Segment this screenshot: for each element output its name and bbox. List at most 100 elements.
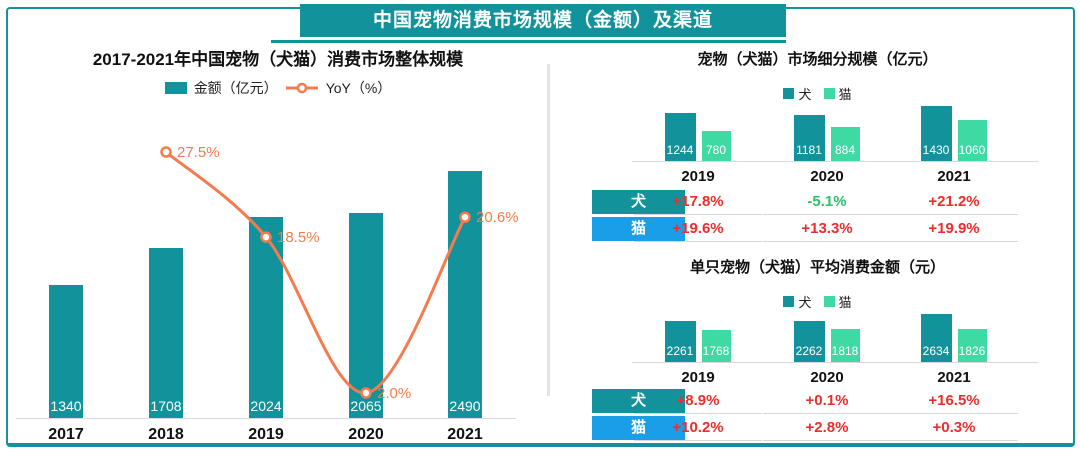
cat-bar-value: 780 — [705, 143, 727, 157]
dog-legend-swatch-icon — [783, 88, 795, 99]
average-chart-title: 单只宠物（犬猫）平均消费金额（元） — [689, 259, 945, 276]
dog-bar-value: 1244 — [666, 143, 694, 157]
table-row-header: 猫 — [592, 416, 685, 440]
cat-legend-label: 猫 — [838, 295, 852, 310]
segment-chart-panel: 宠物（犬猫）市场细分规模（亿元） 犬 猫 1244 780 2019 1181 884 2… — [560, 40, 1075, 245]
dog-bar-value: 2261 — [666, 344, 694, 358]
year-label: 2019 — [681, 168, 715, 185]
growth-cell: +0.1% — [805, 392, 849, 409]
year-label: 2020 — [810, 369, 844, 386]
growth-cell: +17.8% — [672, 193, 724, 210]
row-rule — [634, 413, 762, 414]
cat-bar: 1826 — [957, 329, 987, 362]
growth-cell: +2.8% — [805, 419, 849, 436]
growth-cell: +0.3% — [932, 419, 976, 436]
dog-bar: 2262 — [793, 321, 825, 362]
cat-bar: 884 — [830, 127, 860, 161]
dog-bar-value: 1430 — [922, 143, 950, 157]
overall-bar: 1340 — [49, 285, 83, 418]
table-row-header: 犬 — [592, 190, 685, 214]
overall-bar-value: 2490 — [449, 398, 481, 414]
row-rule — [634, 241, 762, 242]
overall-year-label: 2018 — [148, 426, 184, 443]
cat-bar-value: 1060 — [958, 143, 986, 157]
growth-cell: +19.9% — [928, 220, 980, 237]
overall-bar: 2065 — [349, 213, 383, 418]
segment-chart-legend: 犬 猫 — [560, 84, 1075, 103]
banner-underline — [271, 40, 786, 43]
cat-bar: 1818 — [830, 329, 860, 362]
yoy-point-label: 18.5% — [277, 229, 320, 246]
row-rule — [890, 440, 1018, 441]
amount-legend-label: 金额（亿元） — [193, 80, 278, 96]
dog-bar: 1181 — [793, 115, 825, 161]
amount-legend-swatch-icon — [164, 82, 187, 94]
dog-legend-label: 犬 — [798, 295, 812, 310]
cat-legend-swatch-icon — [823, 88, 835, 99]
overall-bar-value: 1340 — [50, 398, 82, 414]
growth-cell: -5.1% — [807, 193, 847, 210]
cat-bar: 1768 — [701, 330, 731, 362]
row-rule — [890, 241, 1018, 242]
growth-cell: +19.6% — [672, 220, 724, 237]
dog-bar: 1430 — [920, 106, 952, 161]
overall-bar-value: 2065 — [350, 398, 382, 414]
dog-bar: 2634 — [920, 314, 952, 362]
x-axis-line — [632, 161, 1038, 162]
yoy-legend-label: YoY（%） — [325, 80, 392, 96]
average-chart-panel: 单只宠物（犬猫）平均消费金额（元） 犬 猫 2261 1768 2019 2262 18… — [560, 248, 1075, 445]
row-rule — [890, 413, 1018, 414]
year-label: 2020 — [810, 168, 844, 185]
year-label: 2021 — [937, 168, 971, 185]
cat-legend-label: 猫 — [838, 87, 852, 102]
dog-legend-label: 犬 — [798, 87, 812, 102]
row-rule — [763, 241, 891, 242]
cat-bar-value: 1826 — [958, 344, 986, 358]
growth-cell: +16.5% — [928, 392, 980, 409]
table-row-header: 犬 — [592, 389, 685, 413]
dog-bar: 1244 — [664, 113, 696, 161]
dog-bar-value: 2262 — [795, 344, 823, 358]
cat-bar-value: 884 — [834, 143, 856, 157]
panel-divider — [547, 64, 550, 396]
table-row-header: 猫 — [592, 217, 685, 241]
overall-year-label: 2021 — [447, 426, 483, 443]
overall-x-axis — [16, 418, 516, 419]
cat-bar-value: 1768 — [702, 344, 730, 358]
overall-year-label: 2019 — [248, 426, 284, 443]
row-rule — [890, 214, 1018, 215]
right-charts-panel: 宠物（犬猫）市场细分规模（亿元） 犬 猫 1244 780 2019 1181 884 2… — [560, 40, 1075, 445]
overall-chart-panel: 2017-2021年中国宠物（犬猫）消费市场整体规模 金额（亿元） YoY（%）… — [8, 40, 548, 445]
dog-legend-swatch-icon — [783, 296, 795, 307]
row-rule — [763, 214, 891, 215]
growth-cell: +13.3% — [801, 220, 853, 237]
growth-cell: +8.9% — [676, 392, 720, 409]
yoy-point-label: 20.6% — [476, 209, 519, 226]
cat-bar: 780 — [701, 131, 731, 161]
overall-bar: 2024 — [249, 217, 283, 418]
growth-cell: +21.2% — [928, 193, 980, 210]
overall-chart-legend: 金额（亿元） YoY（%） — [8, 78, 548, 98]
year-label: 2019 — [681, 369, 715, 386]
cat-bar-value: 1818 — [831, 344, 859, 358]
page-title: 中国宠物消费市场规模（金额）及渠道 — [300, 4, 786, 37]
overall-bar: 2490 — [448, 171, 482, 418]
dog-bar-value: 1181 — [796, 143, 822, 157]
growth-cell: +10.2% — [672, 419, 724, 436]
yoy-curve — [165, 150, 467, 395]
x-axis-line — [632, 362, 1038, 363]
average-chart-legend: 犬 猫 — [560, 292, 1075, 311]
overall-chart-title: 2017-2021年中国宠物（犬猫）消费市场整体规模 — [92, 50, 464, 69]
yoy-point — [160, 146, 172, 158]
overall-bar: 1708 — [149, 248, 183, 418]
row-rule — [634, 214, 762, 215]
row-rule — [634, 440, 762, 441]
overall-year-label: 2017 — [48, 426, 84, 443]
segment-chart-title: 宠物（犬猫）市场细分规模（亿元） — [697, 51, 938, 68]
year-label: 2021 — [937, 369, 971, 386]
overall-year-label: 2020 — [348, 426, 384, 443]
yoy-legend-line-icon — [285, 82, 318, 94]
dog-bar: 2261 — [664, 321, 696, 362]
row-rule — [763, 440, 891, 441]
